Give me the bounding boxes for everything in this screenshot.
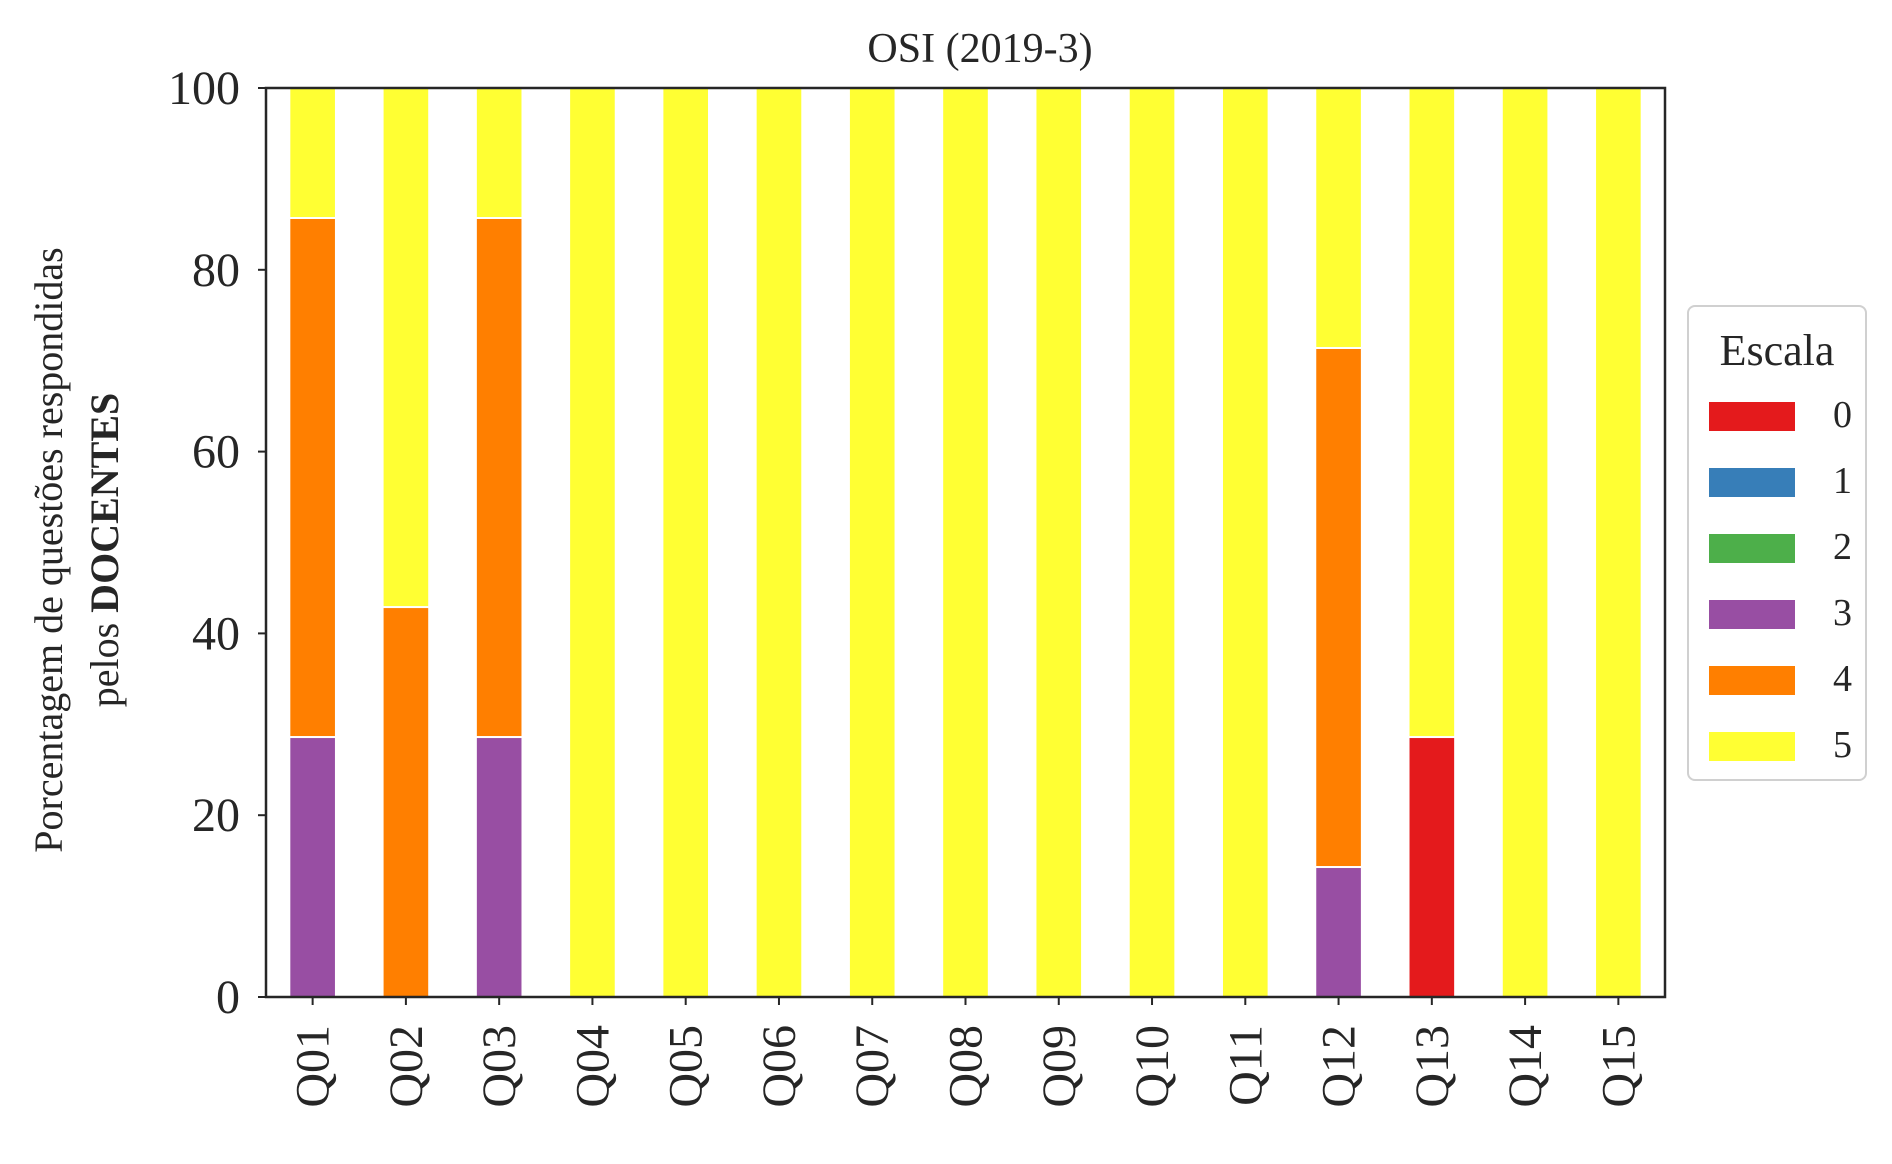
x-tick-label-q14: Q14	[1499, 1025, 1552, 1108]
bar-q11-scale-5	[1220, 87, 1270, 998]
legend-label-5: 5	[1833, 724, 1852, 766]
y-tick-label-80: 80	[192, 244, 240, 297]
bar-q01-scale-3	[288, 736, 337, 998]
bar-q05-scale-5	[661, 87, 711, 998]
x-tick-label-q13: Q13	[1406, 1025, 1459, 1108]
x-tick-label-q02: Q02	[380, 1025, 433, 1108]
bar-q08-scale-5	[941, 87, 990, 998]
x-tick-label-q10: Q10	[1126, 1025, 1179, 1108]
bar-q02-scale-4	[381, 606, 431, 998]
bar-q12-scale-4	[1314, 346, 1363, 869]
bar-q07-scale-5	[847, 87, 897, 998]
y-tick-label-100: 100	[168, 62, 240, 115]
x-tick-label-q15: Q15	[1592, 1025, 1645, 1108]
x-tick-label-q08: Q08	[940, 1025, 993, 1108]
x-tick-label-q04: Q04	[566, 1025, 619, 1108]
legend: Escala 0 1 2 3 4 5	[1687, 305, 1867, 781]
legend-item-3: 3	[1709, 592, 1859, 634]
legend-label-3: 3	[1833, 592, 1852, 634]
legend-swatch-4	[1709, 666, 1795, 695]
legend-label-4: 4	[1833, 658, 1852, 700]
y-axis-label-line1: Porcentagem de questões respondidas	[26, 247, 71, 852]
legend-swatch-1	[1709, 468, 1795, 497]
legend-item-0: 0	[1709, 394, 1859, 436]
bar-q13-scale-0	[1407, 736, 1457, 998]
bar-q03-scale-5	[474, 87, 524, 219]
bar-q12-scale-3	[1314, 866, 1363, 998]
bar-q04-scale-5	[568, 87, 617, 998]
bar-q01-scale-5	[288, 87, 337, 219]
bar-q01-scale-4	[288, 216, 337, 739]
y-tick-label-60: 60	[192, 426, 240, 479]
legend-swatch-0	[1709, 402, 1795, 431]
y-axis-label-line2: pelos DOCENTES	[82, 393, 127, 708]
bar-q06-scale-5	[754, 87, 804, 998]
x-tick-label-q11: Q11	[1219, 1025, 1272, 1106]
legend-label-1: 1	[1833, 460, 1852, 502]
y-tick-label-40: 40	[192, 607, 240, 660]
legend-item-4: 4	[1709, 658, 1859, 700]
legend-item-5: 5	[1709, 724, 1859, 766]
y-tick-label-20: 20	[192, 789, 240, 842]
bar-q02-scale-5	[381, 87, 431, 609]
plot-frame	[264, 86, 1667, 999]
y-axis-label: Porcentagem de questões respondidas pelo…	[26, 247, 127, 852]
ticks-layer: 0 20 40 60 80 100 Q01 Q02 Q03 Q04 Q05 Q06 Q07 Q08 Q09 Q…	[168, 62, 1645, 1108]
x-tick-label-q06: Q06	[753, 1025, 806, 1108]
y-tick-label-0: 0	[216, 971, 240, 1024]
legend-title: Escala	[1719, 326, 1835, 375]
legend-swatch-3	[1709, 600, 1795, 629]
x-tick-label-q07: Q07	[846, 1025, 899, 1108]
legend-swatch-2	[1709, 534, 1795, 563]
bar-q13-scale-5	[1407, 87, 1457, 739]
legend-label-0: 0	[1833, 394, 1852, 436]
x-tick-label-q03: Q03	[473, 1025, 526, 1108]
bars-layer	[288, 87, 1643, 998]
legend-swatch-5	[1709, 732, 1795, 761]
legend-item-2: 2	[1709, 526, 1859, 568]
y-axis-label-prefix: pelos	[82, 613, 127, 707]
chart-title: OSI (2019-3)	[867, 26, 1092, 72]
bar-q15-scale-5	[1594, 87, 1643, 998]
x-tick-label-q01: Q01	[287, 1025, 340, 1108]
x-tick-label-q12: Q12	[1313, 1025, 1366, 1108]
bar-q03-scale-3	[474, 736, 524, 998]
bar-q09-scale-5	[1034, 87, 1084, 998]
bar-q10-scale-5	[1127, 87, 1177, 998]
x-tick-label-q05: Q05	[660, 1025, 713, 1108]
bar-q03-scale-4	[474, 216, 524, 739]
x-tick-label-q09: Q09	[1033, 1025, 1086, 1108]
legend-item-1: 1	[1709, 460, 1859, 502]
legend-label-2: 2	[1833, 526, 1852, 568]
bar-q14-scale-5	[1500, 87, 1550, 998]
bar-q12-scale-5	[1314, 87, 1363, 349]
y-axis-label-bold: DOCENTES	[82, 393, 127, 613]
